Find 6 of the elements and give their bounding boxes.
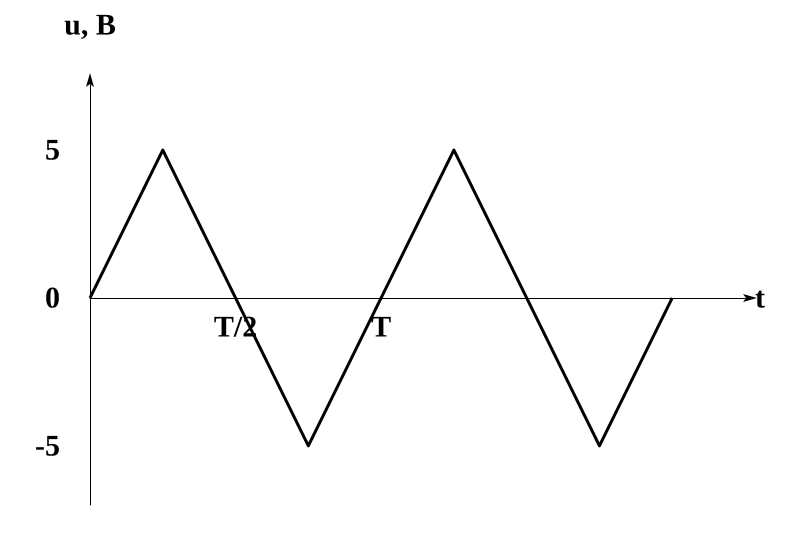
y-tick-label: -5 <box>35 429 60 462</box>
x-tick-label: T <box>371 310 392 344</box>
y-tick-label: 5 <box>45 134 60 167</box>
x-axis-title: t <box>755 281 765 314</box>
y-axis-title: u, B <box>64 8 116 42</box>
y-tick-label: 0 <box>45 281 60 314</box>
